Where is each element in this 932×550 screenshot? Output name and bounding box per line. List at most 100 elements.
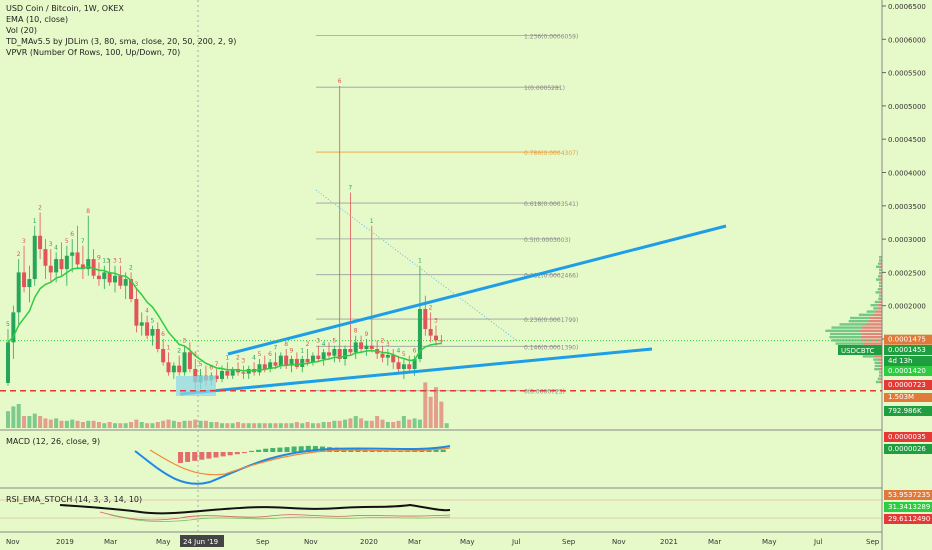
td-count-label: 2: [38, 204, 42, 211]
vpvr-bar-up: [829, 336, 861, 339]
volume-bar: [107, 422, 112, 428]
candle-body: [396, 362, 401, 369]
volume-bar: [359, 418, 364, 428]
td-count-label: 1: [418, 258, 422, 265]
td-count-label: 4: [397, 348, 401, 355]
volume-bar: [364, 420, 369, 428]
vpvr-bar-up: [825, 329, 860, 332]
volume-bar: [423, 382, 428, 428]
vpvr-bar-up: [850, 316, 870, 320]
vpvr-bar-up: [831, 326, 862, 329]
candle-body: [193, 368, 198, 383]
candle-body: [64, 255, 69, 270]
macd-histogram-bar: [213, 452, 219, 458]
legend-symbol[interactable]: USD Coin / Bitcoin, 1W, OKEX: [6, 4, 124, 13]
fib-level-label: 0.786(0.0004307): [524, 150, 578, 157]
vpvr-bar-up: [879, 281, 881, 284]
candle-body: [145, 322, 150, 336]
td-count-label: 1: [225, 354, 229, 361]
candle-body: [113, 275, 117, 283]
macd-histogram-bar: [291, 446, 297, 452]
volume-bar: [187, 420, 192, 428]
candle-body: [428, 329, 433, 336]
candle-body: [54, 259, 59, 273]
td-count-label: 6: [268, 351, 272, 358]
vpvr-bar-down: [861, 326, 882, 329]
td-count-label: 3: [183, 338, 187, 345]
candle-body: [220, 370, 224, 379]
candle-body: [353, 342, 358, 353]
vpvr-bar-down: [878, 368, 882, 371]
vpvr-bar-down: [880, 275, 882, 278]
candle-body: [273, 362, 278, 366]
volume-bar: [353, 416, 358, 428]
volume-bar: [11, 406, 16, 428]
td-count-label: 1: [300, 348, 304, 355]
vpvr-bar-up: [866, 310, 876, 313]
vpvr-bar-down: [879, 300, 882, 304]
volume-bar: [43, 418, 48, 428]
candle-body: [70, 252, 75, 256]
macd-title[interactable]: MACD (12, 26, close, 9): [6, 437, 101, 446]
td-count-label: 2: [177, 348, 181, 355]
time-axis-label: Nov: [304, 538, 318, 546]
vpvr-bar-up: [878, 297, 881, 300]
candle-body: [43, 249, 48, 266]
time-axis-label: Sep: [866, 538, 880, 546]
volume-bar: [337, 420, 342, 428]
vpvr-bar-up: [877, 262, 881, 265]
td-count-label: 3: [22, 238, 26, 245]
volume-bar: [155, 422, 160, 428]
signal-value-badge: 0.0000026: [888, 445, 926, 453]
volume-bar: [284, 423, 289, 428]
macd-histogram-bar: [376, 450, 382, 452]
vpvr-bar-down: [880, 294, 882, 297]
vpvr-bar-down: [880, 262, 882, 265]
vpvr-bar-up: [839, 323, 866, 326]
td-count-label: 9: [364, 331, 368, 338]
td-count-label: 4: [193, 351, 197, 358]
vpvr-bar-up: [873, 358, 879, 361]
td-count-label: 1: [167, 344, 171, 351]
volume-bar: [22, 416, 27, 428]
volume-bar: [139, 422, 144, 428]
volume-badge: 792.986K: [888, 407, 922, 415]
rsi-title[interactable]: RSI_EMA_STOCH (14, 3, 3, 14, 10): [6, 495, 143, 504]
candle-body: [391, 354, 396, 363]
legend-vpvr[interactable]: VPVR (Number Of Rows, 100, Up/Down, 70): [6, 48, 181, 57]
candle-body: [412, 358, 417, 369]
macd-line: [134, 445, 451, 485]
candle-body: [32, 235, 37, 280]
td-count-label: 2: [17, 251, 21, 258]
td-count-label: 2: [306, 341, 310, 348]
vpvr-bar-up: [877, 275, 881, 278]
candle-body: [284, 355, 289, 366]
vpvr-bar-up: [862, 355, 875, 358]
legend-volume[interactable]: Vol (20): [6, 26, 37, 35]
legend-td[interactable]: TD_MAv5.5 by JDLim (3, 80, sma, close, 2…: [6, 37, 237, 46]
time-axis-label: Mar: [104, 538, 117, 546]
crosshair-date-bg: [180, 535, 224, 547]
vpvr-bar-down: [880, 272, 882, 275]
td-count-label: 4: [252, 354, 256, 361]
volume-bar: [113, 423, 117, 428]
volume-bar: [220, 423, 224, 428]
vpvr-bar-down: [880, 268, 882, 272]
vpvr-bar-up: [879, 294, 881, 297]
vpvr-bar-down: [880, 259, 882, 262]
td-count-label: 8: [284, 341, 288, 348]
signal-value-badge-bg: [884, 444, 932, 454]
volume-bar: [412, 418, 417, 428]
rsi-value-badge-3: 29.6112490: [888, 515, 930, 523]
macd-histogram-bar: [220, 452, 226, 457]
td-count-label: 5: [402, 351, 406, 358]
legend-ema[interactable]: EMA (10, close): [6, 15, 69, 24]
vpvr-bar-up: [875, 278, 880, 281]
time-axis-label: Jul: [813, 538, 823, 546]
volume-bar: [134, 419, 139, 428]
volume-bar: [396, 420, 401, 428]
volume-bar: [54, 418, 59, 428]
fib-level-label: 1.236(0.0006059): [524, 33, 578, 40]
lower-trendline: [179, 347, 653, 396]
